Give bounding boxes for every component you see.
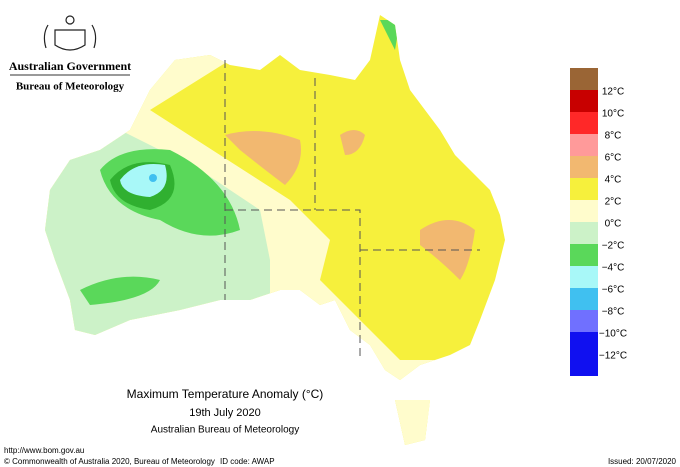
issued: Issued: 20/07/2020 (608, 457, 677, 466)
map-title: Maximum Temperature Anomaly (°C) (127, 387, 324, 401)
legend: 12°C 10°C 8°C 6°C 4°C 2°C 0°C −2°C −4°C −6°C −8°C −… (570, 68, 627, 376)
legend-swatch (570, 310, 598, 332)
legend-label: −6°C (602, 285, 625, 296)
legend-label: 0°C (605, 219, 622, 230)
legend-label: −4°C (602, 263, 625, 274)
map-date: 19th July 2020 (189, 407, 261, 419)
legend-label: −2°C (602, 241, 625, 252)
legend-swatch (570, 244, 598, 266)
bureau-name: Bureau of Meteorology (16, 81, 125, 93)
state-borders (224, 60, 480, 360)
legend-label: 10°C (602, 109, 624, 120)
legend-label: 12°C (602, 87, 624, 98)
legend-swatch (570, 156, 598, 178)
crest (43, 15, 97, 51)
id-code: ID code: AWAP (220, 457, 275, 466)
legend-swatch (570, 288, 598, 310)
gov-name: Australian Government (9, 59, 131, 73)
legend-label: −8°C (602, 307, 625, 318)
legend-swatch (570, 332, 598, 354)
legend-swatch (570, 134, 598, 156)
legend-label: 8°C (605, 131, 622, 142)
legend-label: 6°C (605, 153, 622, 164)
legend-swatch (570, 90, 598, 112)
legend-swatch (570, 222, 598, 244)
legend-label: −12°C (599, 351, 627, 362)
map-source: Australian Bureau of Meteorology (151, 425, 299, 436)
legend-label: 4°C (605, 175, 622, 186)
legend-label: −10°C (599, 329, 627, 340)
copyright: © Commonwealth of Australia 2020, Bureau… (4, 457, 215, 466)
legend-swatch (570, 266, 598, 288)
legend-swatch (570, 178, 598, 200)
legend-swatch (570, 354, 598, 376)
url: http://www.bom.gov.au (4, 446, 84, 455)
legend-swatch (570, 200, 598, 222)
legend-label: 2°C (605, 197, 622, 208)
legend-swatch (570, 68, 598, 90)
legend-swatch (570, 112, 598, 134)
